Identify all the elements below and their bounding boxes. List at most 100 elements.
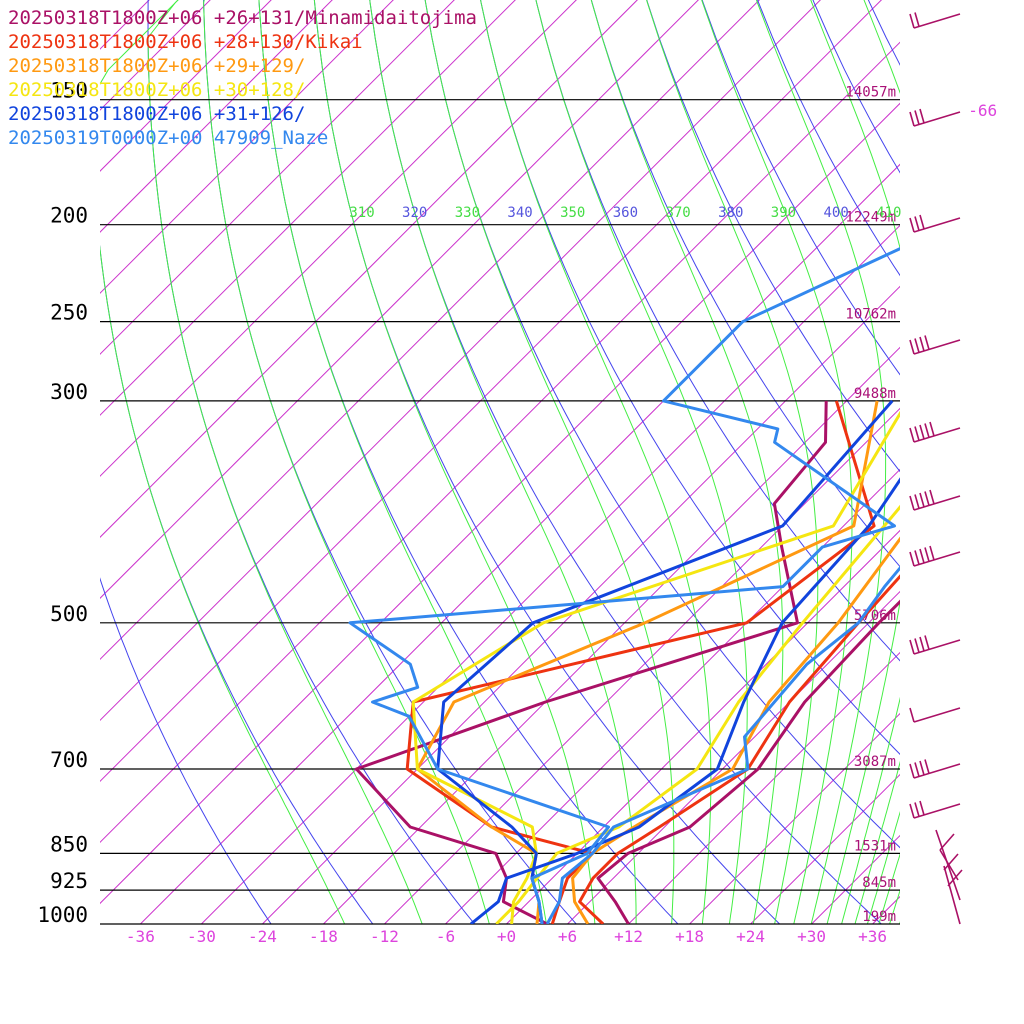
x-tick-label: +24 [736, 927, 765, 946]
wind-barb [909, 759, 961, 779]
moist-adiabat-line [646, 0, 819, 924]
dry-adiabat-line [424, 0, 900, 849]
legend: 20250318T1800Z+06 +26+131/Minamidaitojim… [8, 7, 477, 149]
isotherm-line [100, 0, 577, 477]
wind-barb [909, 635, 961, 655]
isotherm-line [872, 895, 900, 924]
isotherm-line [100, 0, 699, 599]
isotherm-line [445, 468, 900, 924]
height-label: 1531m [854, 838, 896, 854]
isotherm-line [567, 590, 900, 924]
moist-adiabat-line [535, 0, 748, 924]
pressure-label: 925 [50, 869, 88, 893]
legend-entry-1: 20250318T1800Z+06 +26+131/Minamidaitojim… [8, 7, 477, 29]
height-label: 9488m [854, 386, 896, 402]
dry-adiabat-line [992, 0, 1024, 945]
moist-adiabat-line [854, 760, 900, 924]
isotherm-line [262, 285, 900, 924]
temperature-line-4 [495, 504, 900, 924]
temperature-line-3 [571, 536, 900, 924]
moist-adiabat-line [590, 0, 784, 924]
dry-adiabat-line [871, 0, 1024, 945]
top-isotherm-labels: -66-60-54-48 [968, 101, 997, 120]
theta-label: 370 [665, 205, 690, 221]
pressure-label: 200 [50, 204, 88, 228]
pressure-label: 300 [50, 380, 88, 404]
dry-adiabat-line [867, 0, 900, 66]
isotherm-line [140, 163, 900, 924]
theta-labels: 310 320 330 340 350 360 370 380 390 400 410 [349, 205, 901, 221]
x-tick-label: +36 [858, 927, 887, 946]
moist-adiabat-line [701, 0, 853, 924]
moist-adiabat-line [899, 921, 900, 924]
pressure-label: 700 [50, 748, 88, 772]
x-tick-label: +12 [614, 927, 643, 946]
moist-adiabat-line [889, 888, 900, 924]
theta-label: 360 [613, 205, 638, 221]
legend-entry-2: 20250318T1800Z+06 +28+130/Kikai [8, 31, 363, 53]
moist-adiabat-line [866, 810, 900, 924]
moist-adiabat-line [810, 0, 900, 924]
dry-adiabat-line [911, 0, 1024, 945]
isotherm-line [100, 0, 516, 416]
pressure-level-lines: 10016452m15014057m20012249m25010762m3009… [37, 79, 900, 927]
moist-adiabat-line [369, 0, 637, 924]
wind-barb [939, 849, 959, 881]
dry-adiabat-line [757, 0, 900, 277]
isotherm-line [995, 0, 1024, 924]
isotherm-line [100, 0, 638, 538]
wind-barb [909, 489, 961, 511]
dry-adiabat-line [701, 0, 900, 376]
theta-label: 320 [402, 205, 427, 221]
sounding-profiles [348, 247, 900, 924]
isotherm-line [100, 0, 333, 233]
temperature-line-1 [596, 599, 900, 924]
x-tick-label: -18 [309, 927, 338, 946]
isotherm-line [323, 346, 900, 924]
legend-entry-3: 20250318T1800Z+06 +29+129/ [8, 55, 305, 77]
wind-barb [943, 865, 963, 925]
height-label: 3087m [854, 754, 896, 770]
isotherm-lines [100, 0, 1024, 924]
wind-barb [909, 800, 961, 819]
x-tick-label: +18 [675, 927, 704, 946]
legend-entry-4: 20250318T1800Z+06 +30+128/ [8, 79, 305, 101]
theta-label: 380 [718, 205, 743, 221]
pressure-label: 850 [50, 832, 88, 856]
moist-adiabat-line [147, 0, 423, 924]
x-tick-label: -24 [248, 927, 277, 946]
dry-adiabat-line [646, 0, 900, 473]
temperature-line-5 [469, 477, 900, 924]
isotherm-line [100, 0, 822, 722]
isotherm-line [100, 0, 272, 172]
x-tick-label: -6 [436, 927, 455, 946]
temperature-line-2 [578, 574, 900, 924]
x-tick-label: -30 [187, 927, 216, 946]
wind-barbs [909, 12, 963, 925]
dry-adiabat-line [790, 0, 1024, 945]
dewpoint-line-6 [348, 247, 900, 924]
theta-label: 410 [876, 205, 901, 221]
dry-adiabat-line [952, 0, 1024, 945]
moist-adiabat-line [258, 0, 547, 924]
temperature-line-6 [545, 565, 900, 924]
theta-label: 330 [455, 205, 480, 221]
wind-barb [909, 108, 961, 127]
legend-entry-5: 20250318T1800Z+06 +31+126/ [8, 103, 305, 125]
top-isotherm-label: -66 [968, 101, 997, 120]
pressure-label: 150 [50, 79, 88, 103]
moist-adiabat-line [480, 0, 712, 924]
pressure-label: 500 [50, 602, 88, 626]
dry-adiabat-line [369, 0, 883, 924]
isotherm-line [100, 0, 883, 783]
wind-barb [909, 335, 961, 355]
isotherm-line [100, 0, 760, 660]
moist-adiabat-line [203, 0, 490, 924]
theta-label: 340 [507, 205, 532, 221]
theta-label: 310 [349, 205, 374, 221]
x-tick-label: -12 [370, 927, 399, 946]
dry-adiabat-line [100, 577, 272, 924]
dewpoint-line-2 [405, 400, 876, 924]
wind-barb [909, 545, 961, 567]
